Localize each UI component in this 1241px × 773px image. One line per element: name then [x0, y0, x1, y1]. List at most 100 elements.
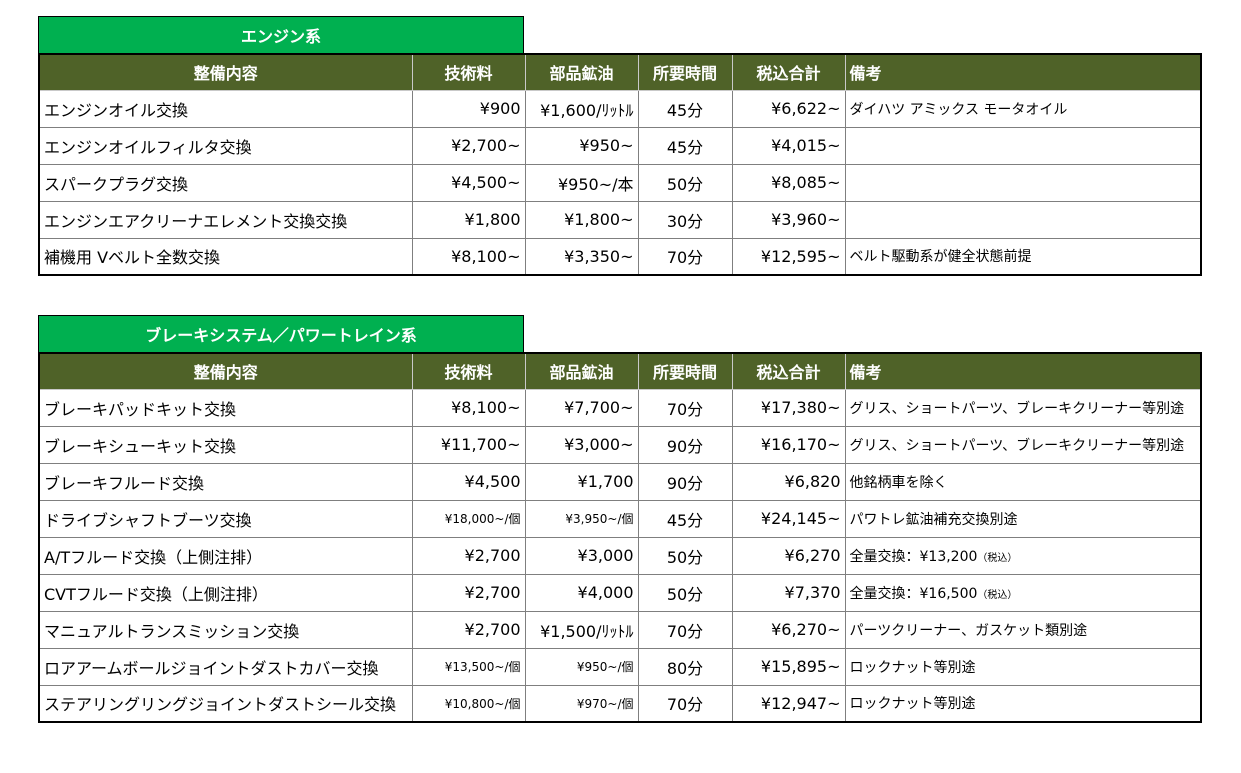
col-header-total: 税込合計 — [731, 352, 846, 390]
labor-cost: ¥8,100~ — [412, 389, 526, 427]
col-header-total: 税込合計 — [731, 53, 846, 91]
total-cost: ¥3,960~ — [732, 201, 846, 239]
table-row: スパークプラグ交換 ¥4,500~ ¥950~/本 50分 ¥8,085~ — [39, 164, 1202, 202]
note: パワトレ鉱油補充交換別途 — [845, 500, 1202, 538]
note: ダイハツ アミックス モータオイル — [845, 90, 1202, 128]
note-cell: 全量交換：¥13,200（税込） — [845, 537, 1202, 575]
parts-cost: ¥3,000 — [525, 537, 639, 575]
table-row: 補機用 Vベルト全数交換 ¥8,100~ ¥3,350~ 70分 ¥12,595… — [39, 238, 1202, 276]
service-name: A/Tフルード交換（上側注排） — [39, 537, 413, 575]
tax-included-note: （税込） — [977, 589, 1018, 601]
table-row: ドライブシャフトブーツ交換 ¥18,000~/個 ¥3,950~/個 45分 ¥… — [39, 500, 1202, 538]
note: グリス、ショートパーツ、ブレーキクリーナー等別途 — [845, 389, 1202, 427]
table-row: エンジンオイル交換 ¥900 ¥1,600/ﾘｯﾄﾙ 45分 ¥6,622~ ダ… — [39, 90, 1202, 128]
required-time: 90分 — [638, 463, 733, 501]
required-time: 70分 — [638, 389, 733, 427]
parts-cost: ¥3,950~/個 — [525, 500, 639, 538]
note: 全量交換：¥16,500 — [849, 585, 978, 602]
note: ベルト駆動系が健全状態前提 — [845, 238, 1202, 276]
col-header-note: 備考 — [844, 53, 1202, 91]
table-row: マニュアルトランスミッション交換 ¥2,700 ¥1,500/ﾘｯﾄﾙ 70分 … — [39, 611, 1202, 649]
parts-cost: ¥1,500/ﾘｯﾄﾙ — [525, 611, 639, 649]
required-time: 80分 — [638, 648, 733, 686]
required-time: 90分 — [638, 426, 733, 464]
total-cost: ¥15,895~ — [732, 648, 846, 686]
labor-cost: ¥2,700 — [412, 574, 526, 612]
total-cost: ¥17,380~ — [732, 389, 846, 427]
labor-cost: ¥4,500~ — [412, 164, 526, 202]
parts-cost: ¥7,700~ — [525, 389, 639, 427]
required-time: 45分 — [638, 90, 733, 128]
parts-cost: ¥950~ — [525, 127, 639, 165]
table-row: ステアリングリングジョイントダストシール交換 ¥10,800~/個 ¥970~/… — [39, 685, 1202, 723]
required-time: 45分 — [638, 127, 733, 165]
col-header-time: 所要時間 — [637, 53, 733, 91]
service-name: CVTフルード交換（上側注排） — [39, 574, 413, 612]
labor-cost: ¥900 — [412, 90, 526, 128]
total-cost: ¥12,595~ — [732, 238, 846, 276]
total-cost: ¥12,947~ — [732, 685, 846, 723]
engine-table: 整備内容 技術料 部品鉱油 所要時間 税込合計 備考 エンジンオイル交換 ¥90… — [38, 53, 1202, 276]
note: 全量交換：¥13,200 — [849, 548, 978, 565]
col-header-note: 備考 — [844, 352, 1202, 390]
required-time: 70分 — [638, 685, 733, 723]
labor-cost: ¥1,800 — [412, 201, 526, 239]
parts-cost: ¥4,000 — [525, 574, 639, 612]
col-header-time: 所要時間 — [637, 352, 733, 390]
parts-cost: ¥970~/個 — [525, 685, 639, 723]
required-time: 50分 — [638, 537, 733, 575]
labor-cost: ¥13,500~/個 — [412, 648, 526, 686]
labor-cost: ¥2,700 — [412, 537, 526, 575]
service-name: 補機用 Vベルト全数交換 — [39, 238, 413, 276]
brake-table: 整備内容 技術料 部品鉱油 所要時間 税込合計 備考 ブレーキパッドキット交換 … — [38, 352, 1202, 723]
note — [845, 164, 1202, 202]
required-time: 30分 — [638, 201, 733, 239]
brake-section-title: ブレーキシステム／パワートレイン系 — [38, 315, 524, 352]
total-cost: ¥6,270~ — [732, 611, 846, 649]
service-name: エンジンオイル交換 — [39, 90, 413, 128]
engine-section: エンジン系 整備内容 技術料 部品鉱油 所要時間 税込合計 備考 エンジンオイル… — [38, 16, 1202, 276]
labor-cost: ¥2,700~ — [412, 127, 526, 165]
table-row: エンジンオイルフィルタ交換 ¥2,700~ ¥950~ 45分 ¥4,015~ — [39, 127, 1202, 165]
col-header-labor: 技術料 — [411, 352, 526, 390]
total-cost: ¥8,085~ — [732, 164, 846, 202]
service-name: マニュアルトランスミッション交換 — [39, 611, 413, 649]
note: 他銘柄車を除く — [845, 463, 1202, 501]
labor-cost: ¥8,100~ — [412, 238, 526, 276]
table-row: ロアアームボールジョイントダストカバー交換 ¥13,500~/個 ¥950~/個… — [39, 648, 1202, 686]
labor-cost: ¥11,700~ — [412, 426, 526, 464]
labor-cost: ¥2,700 — [412, 611, 526, 649]
col-header-parts: 部品鉱油 — [524, 53, 639, 91]
total-cost: ¥6,622~ — [732, 90, 846, 128]
parts-cost: ¥1,600/ﾘｯﾄﾙ — [525, 90, 639, 128]
note — [845, 201, 1202, 239]
engine-header-row: 整備内容 技術料 部品鉱油 所要時間 税込合計 備考 — [38, 53, 1202, 91]
table-row: エンジンエアクリーナエレメント交換交換 ¥1,800 ¥1,800~ 30分 ¥… — [39, 201, 1202, 239]
table-row: ブレーキパッドキット交換 ¥8,100~ ¥7,700~ 70分 ¥17,380… — [39, 389, 1202, 427]
parts-cost: ¥1,800~ — [525, 201, 639, 239]
total-cost: ¥24,145~ — [732, 500, 846, 538]
brake-header-row: 整備内容 技術料 部品鉱油 所要時間 税込合計 備考 — [38, 352, 1202, 390]
total-cost: ¥7,370 — [732, 574, 846, 612]
required-time: 50分 — [638, 574, 733, 612]
required-time: 70分 — [638, 238, 733, 276]
note: ロックナット等別途 — [845, 685, 1202, 723]
col-header-parts: 部品鉱油 — [524, 352, 639, 390]
table-row: ブレーキシューキット交換 ¥11,700~ ¥3,000~ 90分 ¥16,17… — [39, 426, 1202, 464]
labor-cost: ¥10,800~/個 — [412, 685, 526, 723]
parts-cost: ¥1,700 — [525, 463, 639, 501]
service-name: ブレーキフルード交換 — [39, 463, 413, 501]
col-header-service: 整備内容 — [38, 352, 413, 390]
total-cost: ¥6,270 — [732, 537, 846, 575]
note: ロックナット等別途 — [845, 648, 1202, 686]
tax-included-note: （税込） — [977, 552, 1018, 564]
service-name: ドライブシャフトブーツ交換 — [39, 500, 413, 538]
parts-cost: ¥950~/個 — [525, 648, 639, 686]
brake-section: ブレーキシステム／パワートレイン系 整備内容 技術料 部品鉱油 所要時間 税込合… — [38, 315, 1202, 723]
note — [845, 127, 1202, 165]
col-header-labor: 技術料 — [411, 53, 526, 91]
total-cost: ¥4,015~ — [732, 127, 846, 165]
service-name: ブレーキパッドキット交換 — [39, 389, 413, 427]
service-name: スパークプラグ交換 — [39, 164, 413, 202]
note-cell: 全量交換：¥16,500（税込） — [845, 574, 1202, 612]
